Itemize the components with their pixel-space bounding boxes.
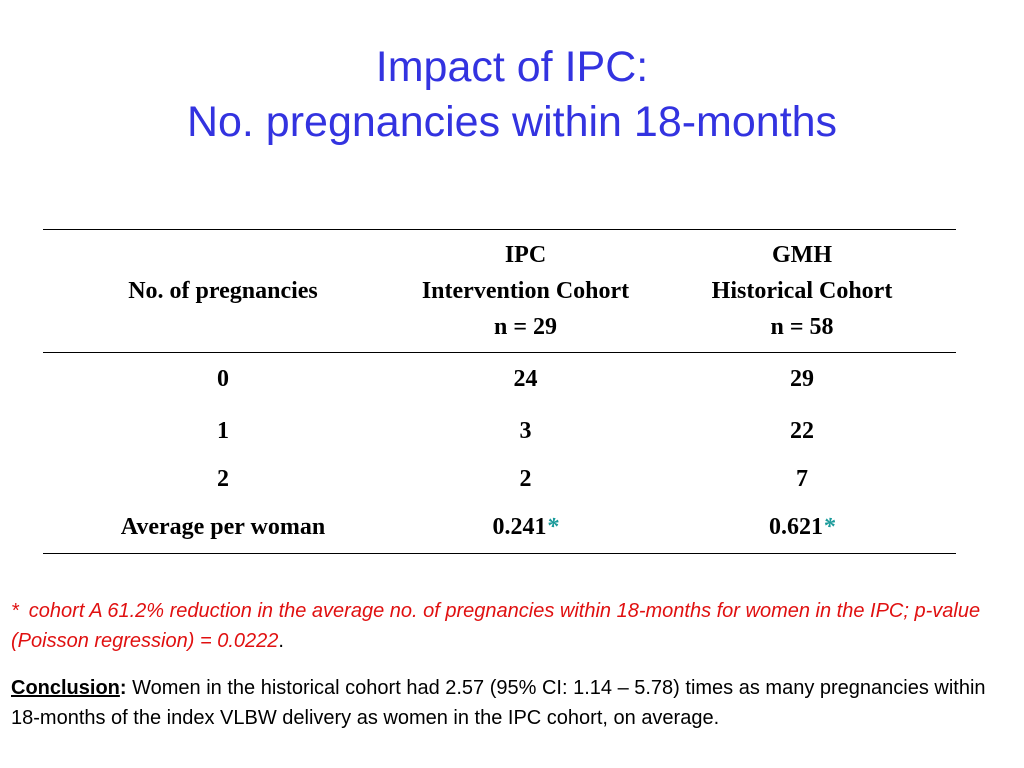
header-gmh-line3: n = 58 [770, 314, 834, 340]
cell-gmh-average: 0.621* [648, 501, 956, 554]
cell-gmh: 29 [790, 366, 814, 392]
footnote-marker: * [11, 600, 19, 622]
header-gmh-line1: GMH [772, 242, 832, 268]
slide-title-line1: Impact of IPC: [375, 43, 649, 91]
asterisk-marker: * [546, 514, 559, 540]
conclusion-label: Conclusion [11, 677, 120, 699]
cell-ipc: 24 [513, 366, 538, 392]
cell-pregnancies: 0 [217, 366, 229, 392]
cell-ipc: 2 [519, 466, 532, 492]
slide-title-line2: No. pregnancies within 18-months [186, 98, 838, 146]
conclusion-colon: : [119, 677, 127, 699]
header-ipc-cohort: IPC Intervention Cohort n = 29 [403, 230, 648, 353]
cell-average-label: Average per woman [120, 514, 326, 540]
footnote-end: . [278, 630, 284, 652]
cell-ipc-average: 0.241* [403, 501, 648, 554]
header-ipc-line3: n = 29 [493, 314, 558, 340]
conclusion-text: Women in the historical cohort had 2.57 … [11, 677, 986, 729]
slide-title: Impact of IPC: No. pregnancies within 18… [0, 40, 1024, 150]
table-row: 2 2 7 [43, 457, 956, 501]
asterisk-marker: * [823, 514, 835, 540]
conclusion: Conclusion: Women in the historical coho… [11, 673, 1011, 733]
cell-gmh: 7 [796, 466, 808, 492]
cell-pregnancies: 2 [217, 466, 229, 492]
ipc-average-value: 0.241 [492, 514, 547, 540]
footnote-text: cohort A 61.2% reduction in the average … [11, 600, 981, 652]
cell-pregnancies: 1 [217, 418, 229, 444]
table-header-row: No. of pregnancies IPC Intervention Coho… [43, 229, 956, 353]
table-row: 0 24 29 [43, 353, 956, 406]
header-ipc-line1: IPC [504, 242, 547, 268]
footnote: * cohort A 61.2% reduction in the average… [11, 596, 1011, 656]
pregnancy-table: No. of pregnancies IPC Intervention Coho… [43, 229, 956, 554]
header-ipc-line2: Intervention Cohort [421, 278, 630, 304]
header-no-of-pregnancies: No. of pregnancies [128, 278, 318, 304]
cell-ipc: 3 [519, 418, 532, 444]
table-row: 1 3 22 [43, 405, 956, 457]
cell-gmh: 22 [790, 418, 814, 444]
header-gmh-cohort: GMH Historical Cohort n = 58 [648, 230, 956, 353]
header-gmh-line2: Historical Cohort [711, 278, 893, 304]
gmh-average-value: 0.621 [769, 514, 823, 540]
table-row-average: Average per woman 0.241* 0.621* [43, 501, 956, 554]
